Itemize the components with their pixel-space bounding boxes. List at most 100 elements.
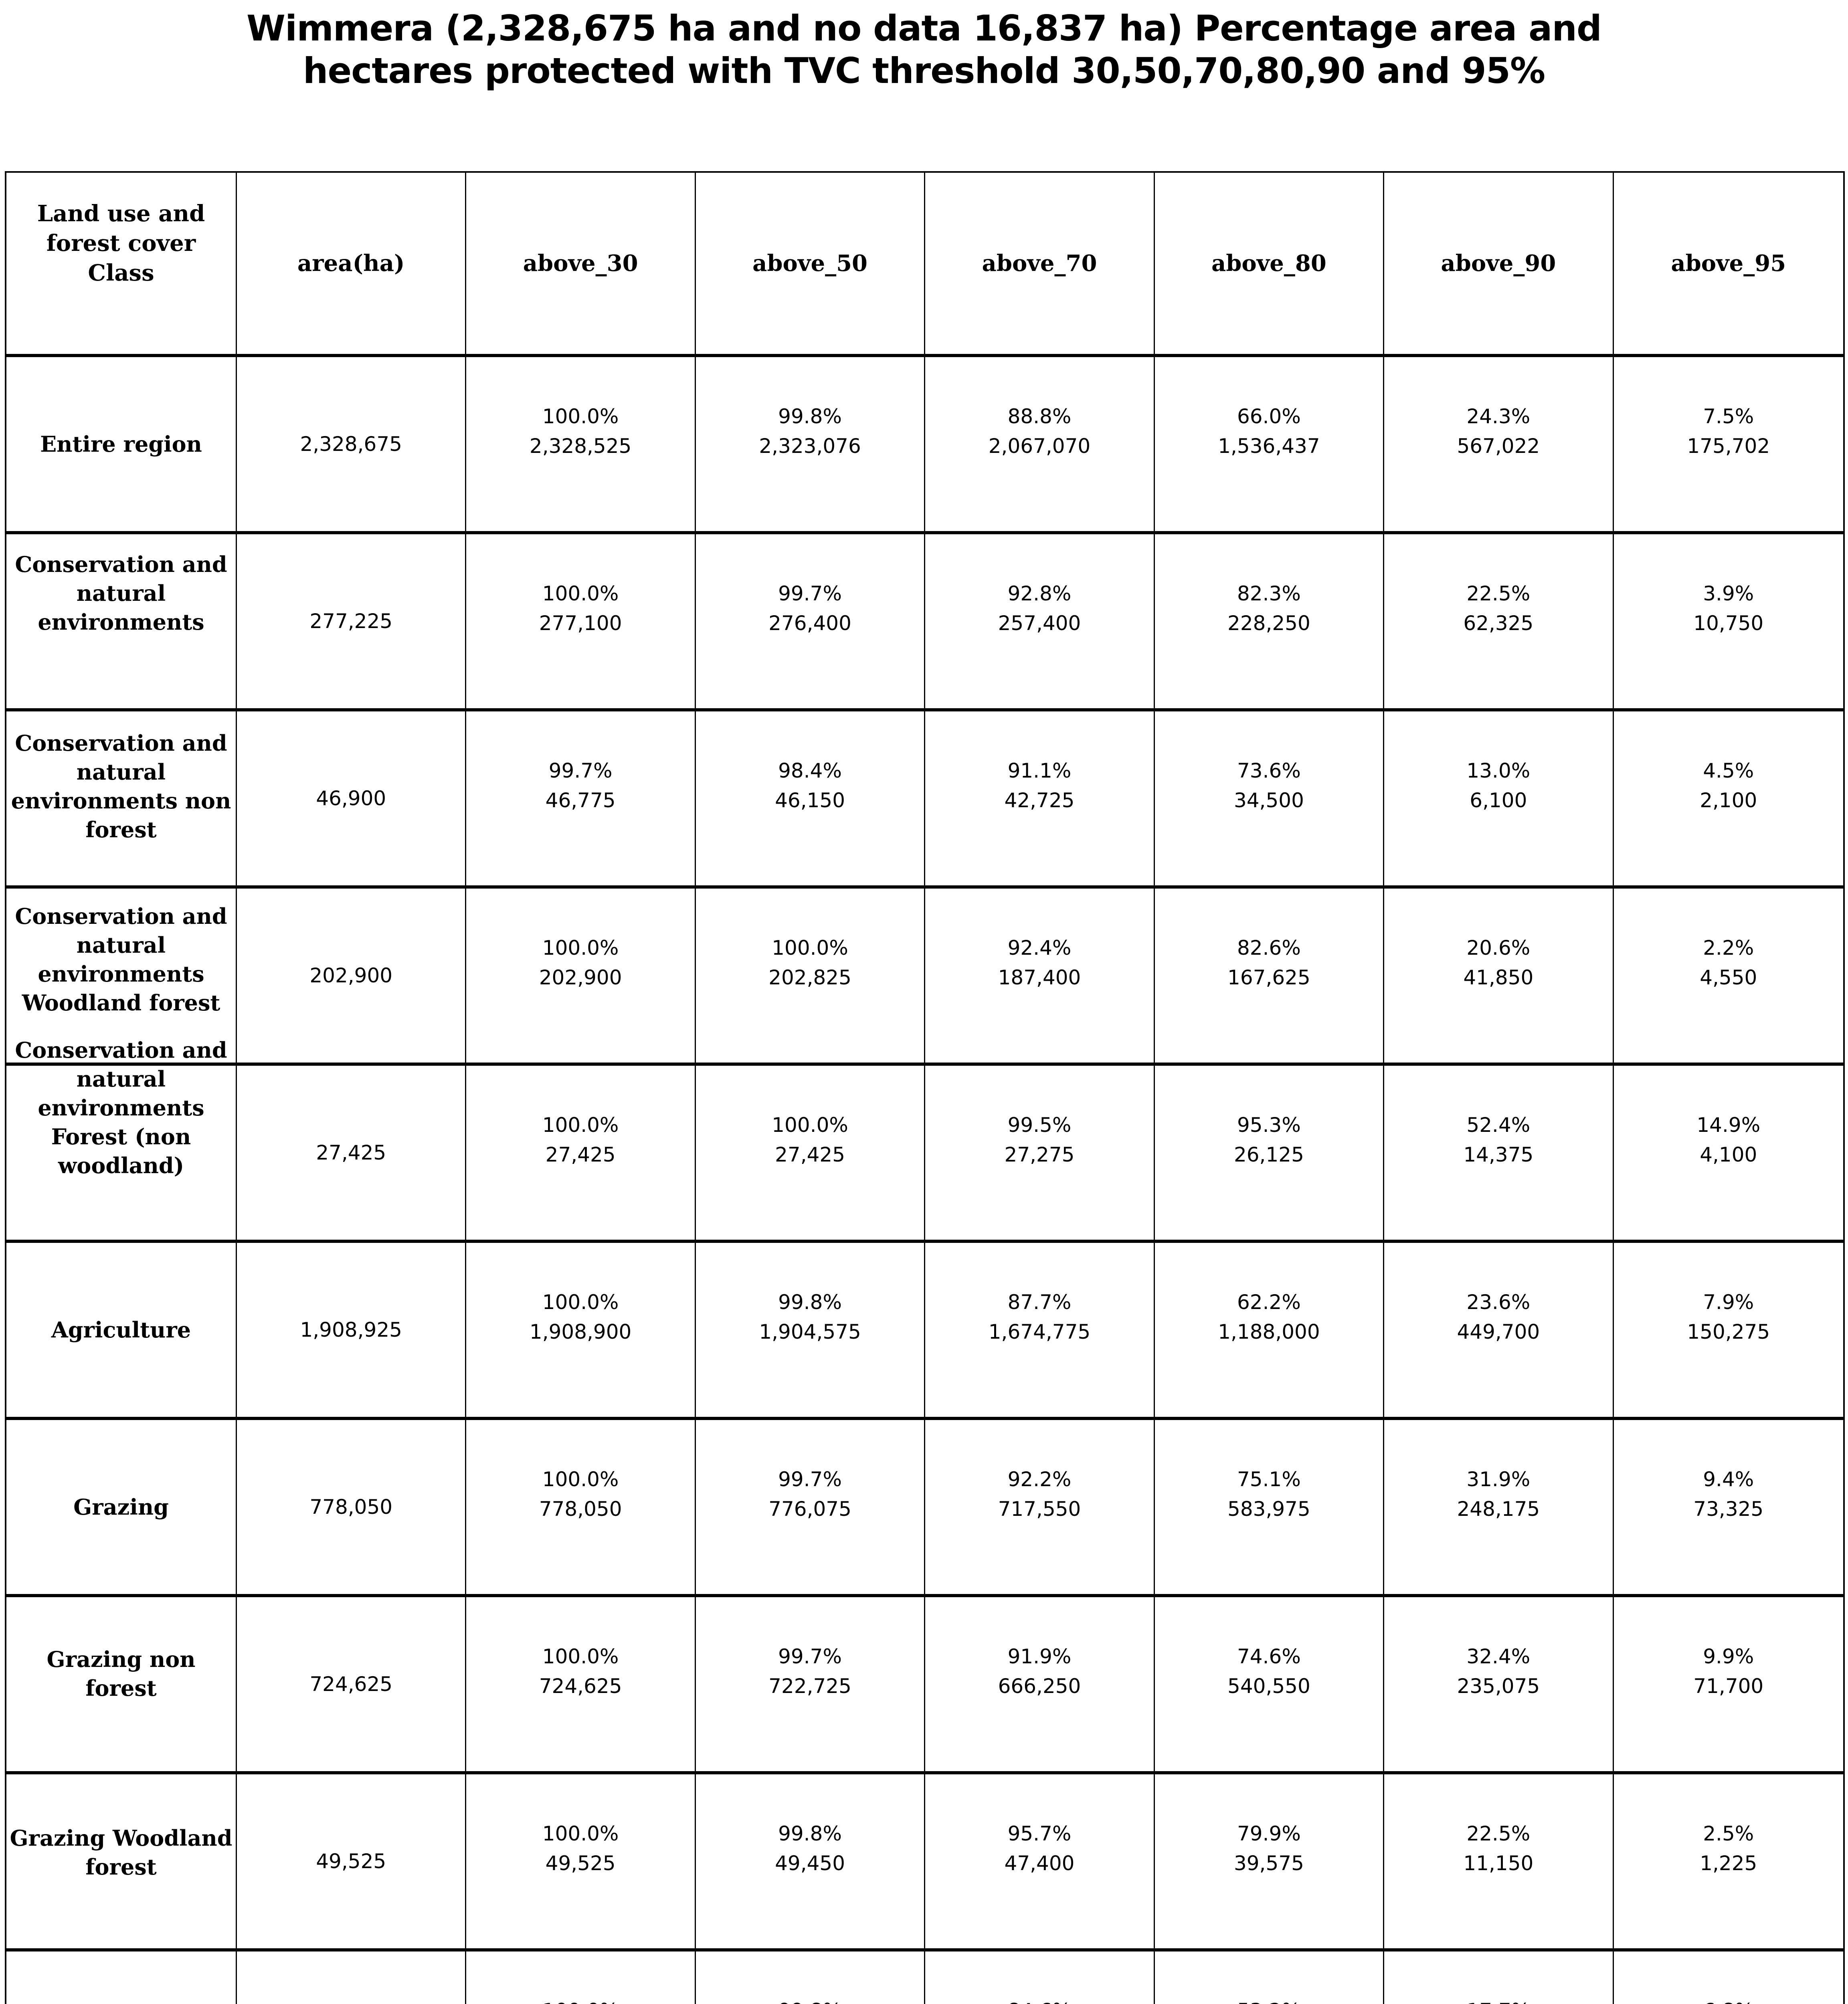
value-cell-above80: 79.9% 39,575	[1155, 1774, 1385, 1948]
value-cell-above80: 66.0% 1,536,437	[1155, 357, 1385, 531]
value-block: 7.9% 150,275	[1687, 1287, 1770, 1347]
value-cell-above30: 100.0% 27,425	[466, 1066, 696, 1240]
value-block: 9.4% 73,325	[1693, 1465, 1763, 1524]
percent-value: 91.9%	[1007, 1645, 1072, 1668]
hectares-value: 49,450	[775, 1852, 845, 1875]
value-cell-above95: 7.5% 175,702	[1614, 357, 1843, 531]
value-block: 52.4% 14,375	[1463, 1110, 1533, 1170]
header-label: above_30	[523, 250, 638, 277]
hectares-value: 540,550	[1227, 1675, 1310, 1698]
value-block: 9.9% 71,700	[1693, 1642, 1763, 1701]
row-label-cell: Entire region	[6, 357, 237, 531]
area-cell: 724,625	[237, 1597, 467, 1771]
value-cell-above90: 31.9% 248,175	[1384, 1420, 1614, 1594]
row-label: Conservation and natural environments	[15, 552, 227, 635]
value-block: 100.0% 2,328,525	[530, 402, 631, 461]
hectares-value: 776,075	[768, 1497, 851, 1521]
value-block: 100.0% 49,525	[542, 1819, 619, 1878]
row-label: Entire region	[40, 431, 202, 457]
hectares-value: 2,100	[1700, 789, 1757, 812]
value-cell-above70: 91.1% 42,725	[925, 711, 1155, 885]
row-label-cell: Grazing	[6, 1420, 237, 1594]
header-label: above_80	[1211, 250, 1326, 277]
percent-value: 100.0%	[542, 405, 619, 428]
percent-value: 99.7%	[548, 759, 613, 782]
hectares-value: 1,188,000	[1218, 1320, 1320, 1343]
value-block: 99.8% 2,323,076	[759, 402, 861, 461]
percent-value: 20.6%	[1466, 936, 1531, 960]
hectares-value: 235,075	[1457, 1675, 1540, 1698]
table-row: Conservation and natural environments no…	[6, 711, 1843, 889]
value-block: 3.9% 10,750	[1693, 579, 1763, 638]
value-cell-above30: 100.0% 49,525	[466, 1774, 696, 1948]
value-block: 82.6% 167,625	[1227, 933, 1310, 992]
percent-value: 52.4%	[1466, 1113, 1531, 1137]
hectares-value: 666,250	[998, 1675, 1081, 1698]
value-cell-above50: 100.0% 27,425	[696, 1066, 926, 1240]
value-cell-above30: 100.0% 202,900	[466, 889, 696, 1063]
percent-value: 100.0%	[542, 1822, 619, 1845]
value-block: 2.2% 4,550	[1700, 933, 1757, 992]
table-row: Grazing non forest 724,625 100.0% 724,62…	[6, 1597, 1843, 1774]
hectares-value: 583,975	[1227, 1497, 1310, 1521]
value-cell-above95: 6.8% 76,250	[1614, 1951, 1843, 2004]
hectares-value: 49,525	[545, 1852, 616, 1875]
hectares-value: 248,175	[1457, 1497, 1540, 1521]
area-value: 724,625	[309, 1673, 393, 1696]
value-block: 13.0% 6,100	[1466, 756, 1530, 815]
hectares-value: 277,100	[539, 612, 622, 635]
header-label: above_90	[1441, 250, 1556, 277]
percent-value: 31.9%	[1466, 1468, 1531, 1491]
value-cell-above95: 4.5% 2,100	[1614, 711, 1843, 885]
value-cell-above70: 92.4% 187,400	[925, 889, 1155, 1063]
hectares-value: 2,067,070	[988, 434, 1091, 458]
percent-value: 100.0%	[530, 1996, 631, 2004]
percent-value: 100.0%	[772, 936, 848, 960]
hectares-value: 27,425	[775, 1143, 845, 1166]
hectares-value: 724,625	[539, 1675, 622, 1698]
area-value: 27,425	[316, 1141, 386, 1164]
header-label: above_95	[1671, 250, 1786, 277]
value-cell-above70: 84.6% 952,000	[925, 1951, 1155, 2004]
hectares-value: 1,225	[1700, 1852, 1757, 1875]
page-title-line2: hectares protected with TVC threshold 30…	[303, 50, 1545, 91]
value-block: 100.0% 1,125,575	[530, 1996, 631, 2004]
table-row: Agriculture 1,908,925 100.0% 1,908,900 9…	[6, 1243, 1843, 1420]
value-cell-above80: 74.6% 540,550	[1155, 1597, 1385, 1771]
percent-value: 84.6%	[998, 1996, 1081, 2004]
value-block: 73.6% 34,500	[1234, 756, 1304, 815]
hectares-value: 4,100	[1700, 1143, 1757, 1166]
hectares-value: 228,250	[1227, 612, 1310, 635]
percent-value: 82.3%	[1237, 582, 1301, 605]
hectares-value: 567,022	[1457, 434, 1540, 458]
value-cell-above50: 99.7% 722,725	[696, 1597, 926, 1771]
value-block: 95.7% 47,400	[1005, 1819, 1075, 1878]
percent-value: 24.3%	[1466, 405, 1531, 428]
value-block: 62.2% 1,188,000	[1218, 1287, 1320, 1347]
table-row: Cropping 1,125,600 100.0% 1,125,575 99.8…	[6, 1951, 1843, 2004]
row-label-cell: Conservation and natural environments	[6, 534, 237, 708]
percent-value: 62.2%	[1237, 1291, 1301, 1314]
value-cell-above70: 92.8% 257,400	[925, 534, 1155, 708]
value-cell-above90: 23.6% 449,700	[1384, 1243, 1614, 1417]
percent-value: 79.9%	[1237, 1822, 1301, 1845]
page-title-line1: Wimmera (2,328,675 ha and no data 16,837…	[246, 8, 1602, 49]
percent-value: 7.5%	[1703, 405, 1754, 428]
value-block: 84.6% 952,000	[998, 1996, 1081, 2004]
value-cell-above50: 99.8% 1,904,575	[696, 1243, 926, 1417]
hectares-value: 34,500	[1233, 789, 1304, 812]
value-block: 92.2% 717,550	[998, 1465, 1081, 1524]
header-cell-above30: above_30	[466, 173, 696, 354]
value-cell-above50: 99.8% 1,123,225	[696, 1951, 926, 2004]
value-cell-above50: 100.0% 202,825	[696, 889, 926, 1063]
value-cell-above95: 2.2% 4,550	[1614, 889, 1843, 1063]
row-label-cell: Grazing non forest	[6, 1597, 237, 1771]
value-block: 100.0% 277,100	[539, 579, 622, 638]
value-block: 99.7% 46,775	[546, 756, 616, 815]
row-label-cell: Conservation and natural environments Fo…	[6, 1037, 237, 1240]
hectares-value: 175,702	[1687, 434, 1770, 458]
percent-value: 92.8%	[1007, 582, 1072, 605]
percent-value: 100.0%	[772, 1113, 848, 1137]
value-block: 100.0% 27,425	[772, 1110, 848, 1170]
value-block: 4.5% 2,100	[1700, 756, 1757, 815]
